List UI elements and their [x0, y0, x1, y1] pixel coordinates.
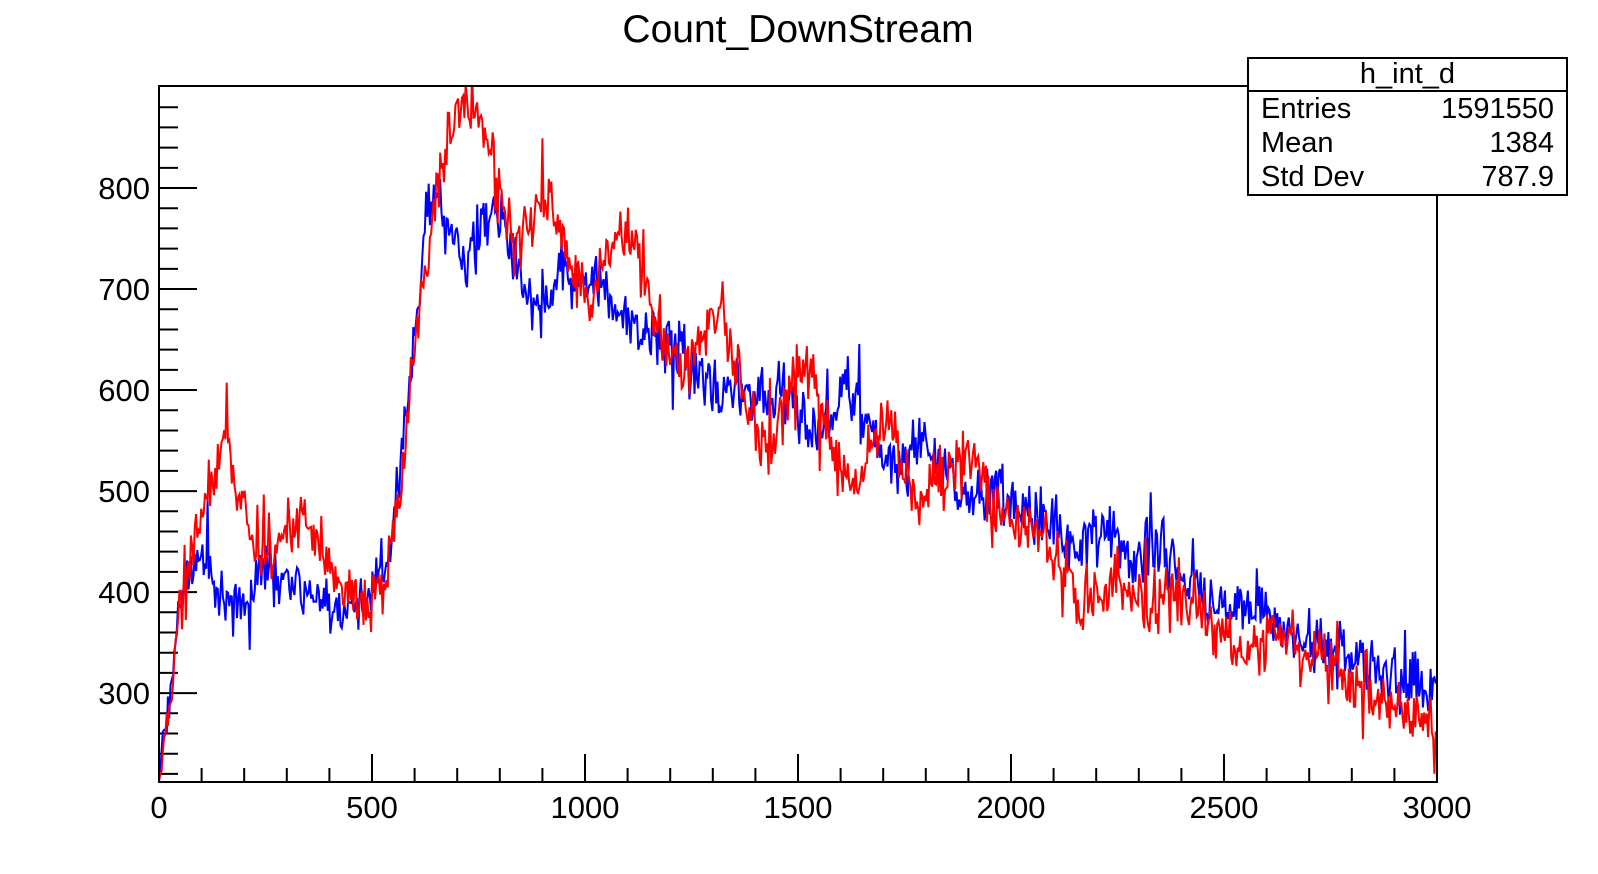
plot-frame: [158, 85, 1438, 783]
stats-value-entries: 1591550: [1441, 92, 1554, 125]
x-axis-tick-label: 500: [346, 790, 398, 825]
chart-title: Count_DownStream: [622, 8, 973, 51]
y-axis-tick-label: 700: [98, 272, 150, 307]
y-axis-tick-label: 300: [98, 676, 150, 711]
stats-value-stddev: 787.9: [1481, 160, 1554, 193]
stats-label-stddev: Std Dev: [1261, 160, 1365, 193]
stats-row-mean: Mean 1384: [1249, 126, 1566, 160]
x-axis-tick-label: 0: [150, 790, 167, 825]
x-axis-tick-label: 2000: [977, 790, 1046, 825]
y-axis-tick-label: 500: [98, 474, 150, 509]
y-axis-tick-label: 800: [98, 171, 150, 206]
stats-label-mean: Mean: [1261, 126, 1334, 159]
data-series: [160, 87, 1436, 781]
x-axis-tick-label: 1500: [764, 790, 833, 825]
y-axis-tick-label: 400: [98, 575, 150, 610]
stats-box: h_int_d Entries 1591550 Mean 1384 Std De…: [1247, 57, 1568, 196]
x-axis-tick-label: 3000: [1403, 790, 1472, 825]
series-line-downstream-count-red: [160, 87, 1436, 780]
series-line-downstream-count-blue: [160, 178, 1436, 781]
stats-value-mean: 1384: [1489, 126, 1554, 159]
stats-row-entries: Entries 1591550: [1249, 92, 1566, 126]
x-axis-tick-label: 1000: [551, 790, 620, 825]
y-axis-tick-label: 600: [98, 373, 150, 408]
stats-label-entries: Entries: [1261, 92, 1352, 125]
axes: 300 400 500 600 700 800 0 500 1000 1500 2000 2500 30…: [98, 106, 1472, 825]
stats-box-title: h_int_d: [1249, 59, 1566, 92]
x-axis-tick-label: 2500: [1190, 790, 1259, 825]
stats-row-stddev: Std Dev 787.9: [1249, 160, 1566, 194]
